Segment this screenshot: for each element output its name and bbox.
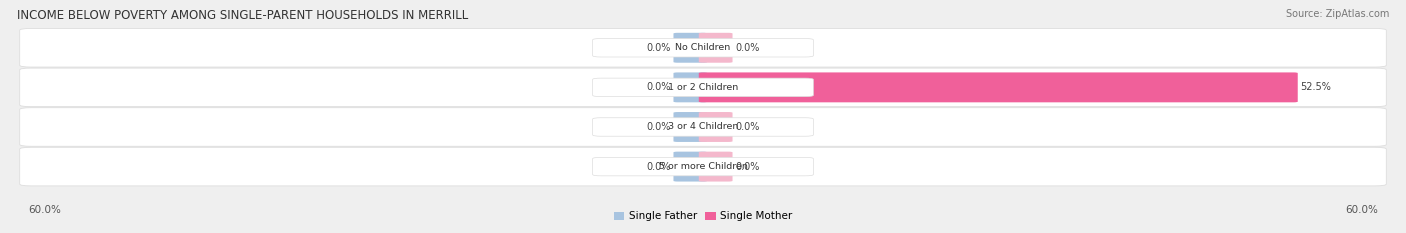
FancyBboxPatch shape	[20, 28, 1386, 67]
FancyBboxPatch shape	[673, 152, 707, 182]
FancyBboxPatch shape	[20, 68, 1386, 107]
Text: INCOME BELOW POVERTY AMONG SINGLE-PARENT HOUSEHOLDS IN MERRILL: INCOME BELOW POVERTY AMONG SINGLE-PARENT…	[17, 9, 468, 22]
Text: 0.0%: 0.0%	[647, 82, 671, 92]
Text: 3 or 4 Children: 3 or 4 Children	[668, 123, 738, 131]
Text: 60.0%: 60.0%	[28, 205, 60, 215]
Text: 0.0%: 0.0%	[735, 122, 759, 132]
FancyBboxPatch shape	[699, 33, 733, 63]
Legend: Single Father, Single Mother: Single Father, Single Mother	[610, 207, 796, 226]
FancyBboxPatch shape	[593, 157, 813, 176]
Text: 1 or 2 Children: 1 or 2 Children	[668, 83, 738, 92]
Text: 5 or more Children: 5 or more Children	[658, 162, 748, 171]
Text: 0.0%: 0.0%	[735, 162, 759, 171]
Text: 0.0%: 0.0%	[735, 43, 759, 53]
FancyBboxPatch shape	[699, 72, 1298, 102]
Text: No Children: No Children	[675, 43, 731, 52]
FancyBboxPatch shape	[20, 108, 1386, 146]
FancyBboxPatch shape	[673, 112, 707, 142]
FancyBboxPatch shape	[593, 118, 813, 136]
Text: 52.5%: 52.5%	[1301, 82, 1331, 92]
Text: 0.0%: 0.0%	[647, 43, 671, 53]
FancyBboxPatch shape	[20, 147, 1386, 186]
FancyBboxPatch shape	[699, 152, 733, 182]
FancyBboxPatch shape	[673, 33, 707, 63]
FancyBboxPatch shape	[593, 38, 813, 57]
FancyBboxPatch shape	[699, 112, 733, 142]
Text: 0.0%: 0.0%	[647, 122, 671, 132]
FancyBboxPatch shape	[673, 72, 707, 102]
Text: Source: ZipAtlas.com: Source: ZipAtlas.com	[1285, 9, 1389, 19]
Text: 60.0%: 60.0%	[1346, 205, 1378, 215]
FancyBboxPatch shape	[593, 78, 813, 97]
Text: 0.0%: 0.0%	[647, 162, 671, 171]
